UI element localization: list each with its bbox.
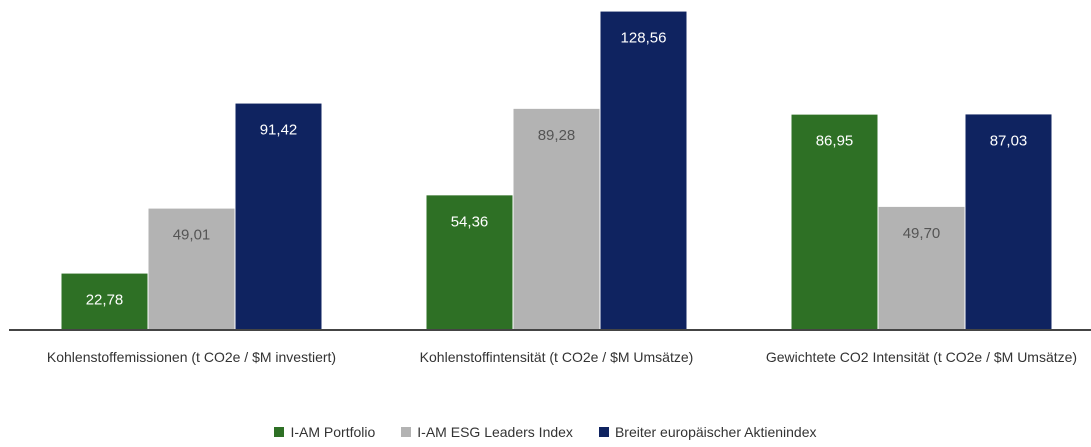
legend-swatch: [598, 427, 609, 437]
bar: [513, 108, 600, 330]
value-label: 49,01: [173, 227, 211, 244]
bar: [878, 206, 965, 330]
value-label: 86,95: [816, 133, 854, 150]
x-tick-label: Kohlenstoffintensität (t CO2e / $M Umsät…: [419, 349, 694, 365]
bar: [148, 208, 235, 330]
x-tick-label: Gewichtete CO2 Intensität (t CO2e / $M U…: [765, 349, 1078, 365]
value-label: 22,78: [86, 292, 124, 309]
legend-swatch: [401, 427, 412, 437]
bar: [235, 103, 322, 330]
value-label: 128,56: [621, 30, 667, 47]
bar: [426, 195, 513, 330]
bar: [965, 114, 1052, 331]
value-label: 87,03: [990, 132, 1028, 149]
legend-swatch: [274, 427, 285, 437]
x-tick-label: Kohlenstoffemissionen (t CO2e / $M inves…: [46, 349, 337, 365]
bar: [61, 273, 148, 330]
value-label: 54,36: [451, 213, 489, 230]
value-label: 49,70: [903, 225, 941, 242]
value-label: 91,42: [260, 122, 298, 139]
legend: I-AM Portfolio I-AM ESG Leaders Index Brei…: [0, 424, 1091, 440]
value-label: 89,28: [538, 127, 576, 144]
legend-label: I-AM Portfolio: [290, 424, 376, 440]
bar: [600, 11, 687, 330]
bar: [791, 114, 878, 331]
legend-item: I-AM Portfolio: [274, 424, 375, 440]
legend-label: I-AM ESG Leaders Index: [417, 424, 573, 440]
legend-item: Breiter europäischer Aktienindex: [598, 424, 817, 440]
legend-label: Breiter europäischer Aktienindex: [614, 424, 817, 440]
legend-item: I-AM ESG Leaders Index: [401, 424, 573, 440]
